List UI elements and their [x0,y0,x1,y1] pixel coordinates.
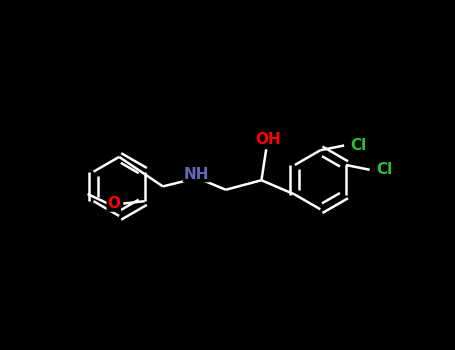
Text: NH: NH [183,167,209,182]
Text: O: O [107,196,120,211]
Text: Cl: Cl [350,138,367,153]
Text: Cl: Cl [376,162,392,177]
Text: OH: OH [256,132,282,147]
